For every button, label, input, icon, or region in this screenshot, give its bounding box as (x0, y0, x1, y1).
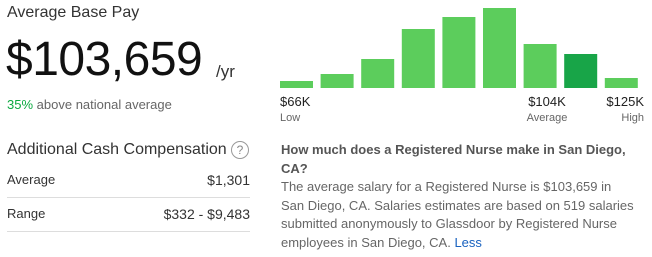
cash-title: Additional Cash Compensation (7, 141, 227, 158)
help-icon[interactable]: ? (231, 141, 249, 159)
bar (442, 17, 476, 88)
bar (361, 59, 395, 88)
amount: $125K (606, 94, 644, 109)
cash-row: Range $332 - $9,483 (7, 197, 250, 232)
axis-label: $125K High (594, 94, 644, 126)
amount: $66K (280, 94, 311, 109)
question: How much does a Registered Nurse make in… (281, 142, 626, 176)
period: /yr (216, 62, 235, 81)
bar (483, 8, 516, 88)
caption: Low (280, 112, 301, 124)
less-link[interactable]: Less (454, 234, 482, 250)
info: How much does a Registered Nurse make in… (281, 141, 636, 252)
bar (320, 74, 354, 88)
bar (604, 78, 638, 88)
bar (523, 44, 557, 88)
row-value: $332 - $9,483 (163, 206, 250, 222)
comparison: 35% above national average (7, 97, 172, 112)
bar (401, 29, 435, 88)
row-label: Range (7, 206, 46, 221)
pay: $103,659 (6, 33, 203, 86)
bar (564, 54, 598, 88)
title: Average Base Pay (7, 4, 140, 21)
row-value: $1,301 (207, 172, 250, 188)
bar (280, 81, 313, 88)
comparison-text: above national average (36, 97, 172, 112)
answer: The average salary for a Registered Nurs… (281, 179, 634, 250)
histogram (280, 8, 638, 88)
comparison-pct: 35% (7, 97, 34, 112)
cash-row: Average $1,301 (7, 163, 250, 198)
answer-block: The average salary for a Registered Nurs… (281, 178, 636, 252)
axis-label: $66K Low (280, 94, 310, 126)
axis-label: $104K Average (522, 94, 572, 126)
amount: $104K (528, 94, 566, 109)
caption: Average (526, 112, 568, 124)
row-label: Average (7, 172, 56, 187)
caption: High (621, 112, 644, 124)
